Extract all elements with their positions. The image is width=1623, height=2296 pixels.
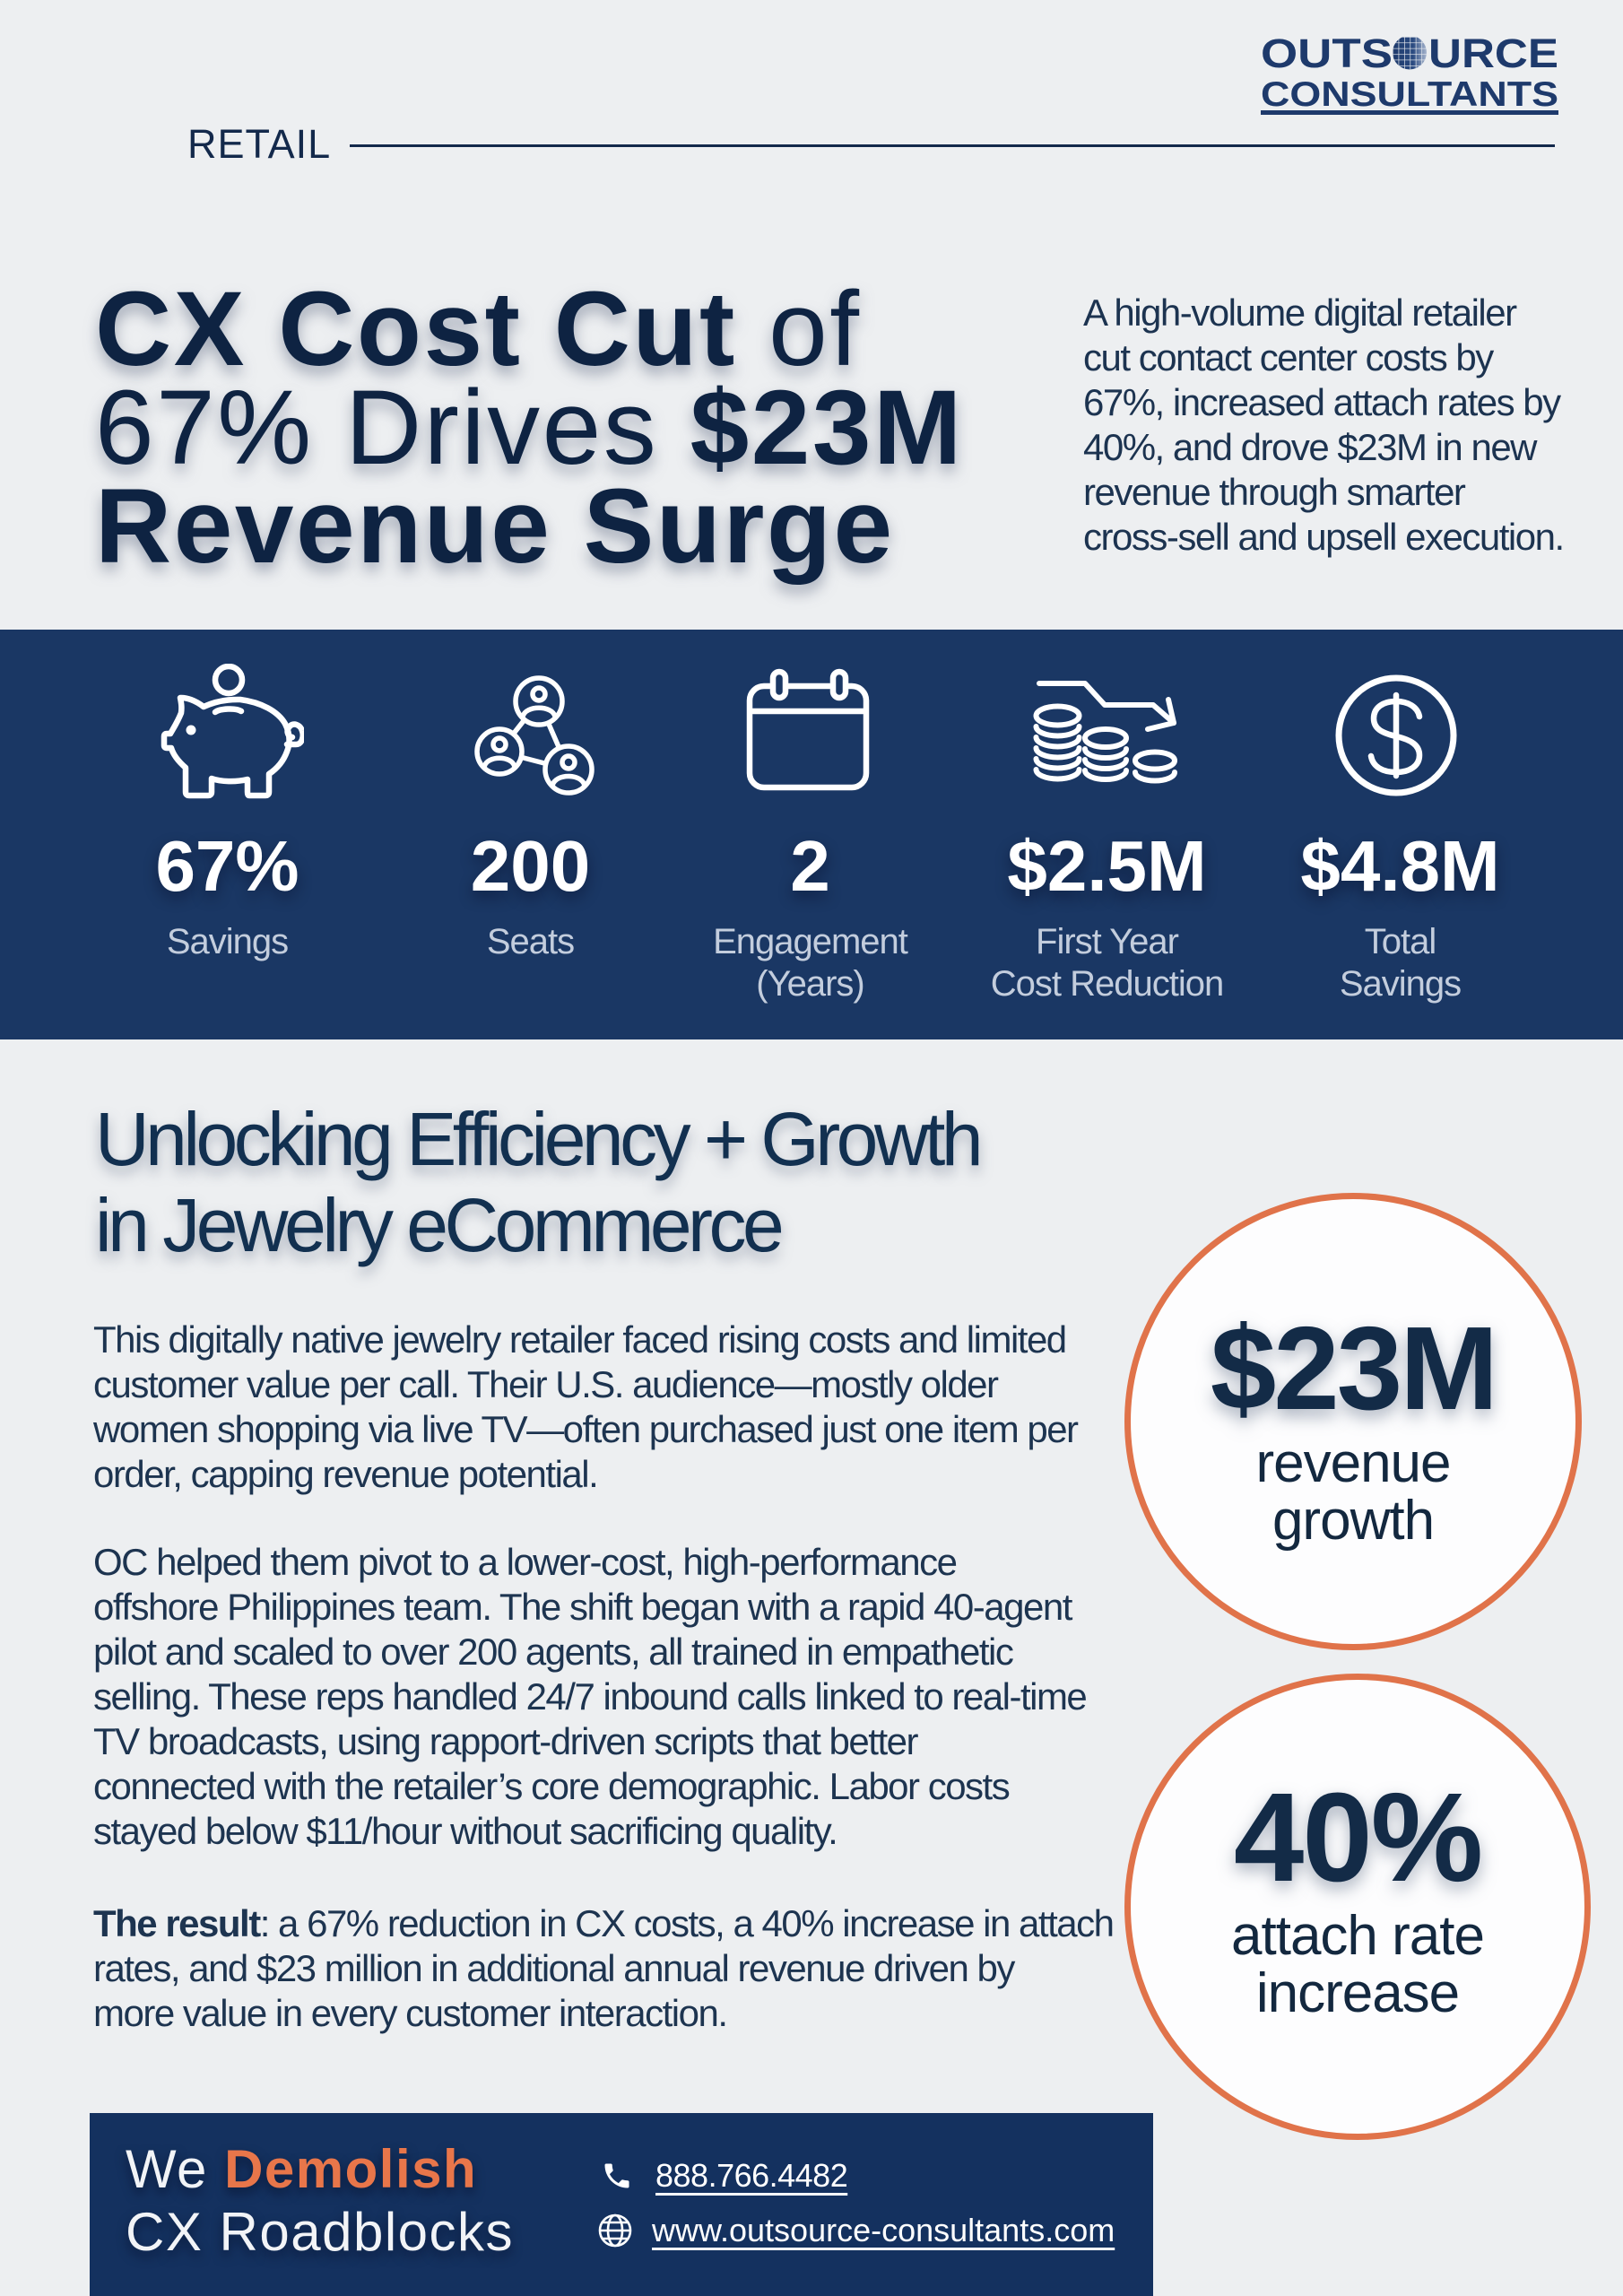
svg-text:CONSULTANTS: CONSULTANTS (1261, 75, 1558, 114)
svg-text:OUTS: OUTS (1261, 37, 1393, 76)
svg-text:URCE: URCE (1428, 37, 1558, 76)
